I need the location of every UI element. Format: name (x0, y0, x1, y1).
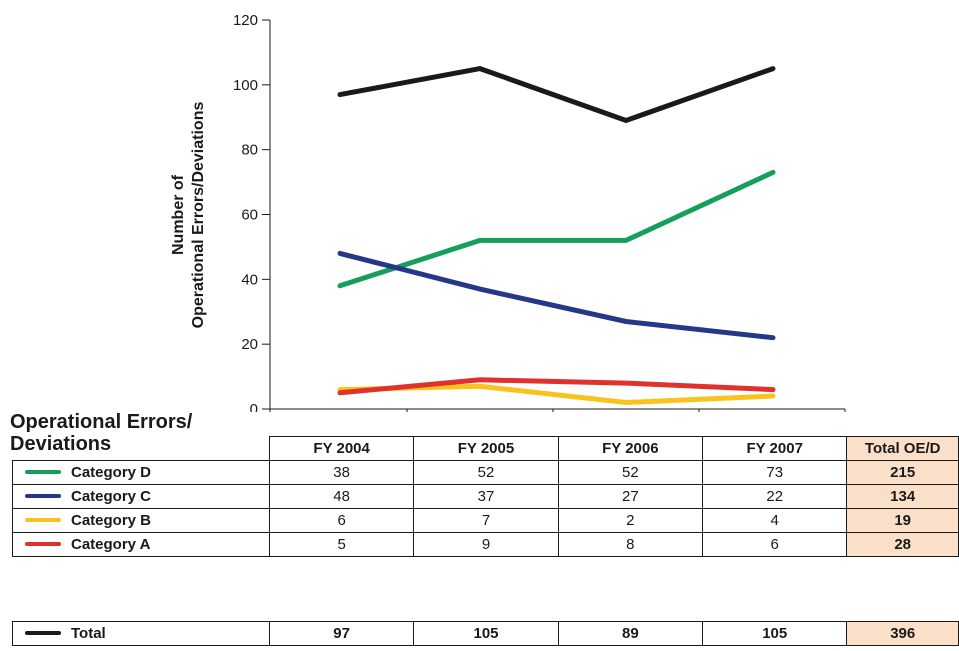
cell-value: 7 (413, 508, 559, 533)
cell-value: 52 (557, 460, 704, 485)
legend-swatch-total (25, 631, 61, 636)
series-lines (337, 66, 776, 406)
row-label-cell: Total (12, 621, 270, 646)
cell-value: 38 (268, 460, 415, 485)
cell-total: 396 (846, 621, 959, 646)
cell-value: 105 (413, 621, 559, 646)
cell-value: 73 (702, 460, 848, 485)
row-label-cell: Category B (12, 508, 270, 533)
cell-value: 105 (702, 621, 848, 646)
chart-axes: 0 20 40 60 80 100 120 (233, 12, 846, 412)
total-table: Total 97 105 89 105 396 (12, 621, 959, 646)
cell-value: 6 (702, 532, 848, 557)
cell-value: 48 (268, 484, 415, 509)
row-label: Category A (71, 536, 151, 553)
y-axis-label-line-1: Number of (170, 174, 187, 255)
table-title: Operational Errors/ Deviations (10, 411, 260, 455)
y-tick-label: 60 (241, 207, 258, 224)
cell-value: 22 (702, 484, 848, 509)
cell-value: 4 (702, 508, 848, 533)
table-title-line-1: Operational Errors/ (10, 411, 193, 433)
legend-swatch-category-b (25, 518, 61, 523)
cell-value: 2 (557, 508, 704, 533)
header-fy2004: FY 2004 (268, 436, 415, 461)
y-tick-label: 20 (241, 336, 258, 353)
row-label: Category B (71, 512, 152, 529)
cell-total: 28 (846, 532, 959, 557)
cell-value: 52 (413, 460, 559, 485)
header-fy2007: FY 2007 (702, 436, 848, 461)
y-tick-label: 80 (241, 142, 258, 159)
series-line-category-a (337, 377, 776, 396)
header-fy2005: FY 2005 (413, 436, 559, 461)
y-tick-label: 40 (241, 271, 258, 288)
row-label-cell: Category D (12, 460, 270, 485)
row-label: Total (71, 625, 106, 642)
table-row-category-d: Category D 38 52 52 73 215 (12, 460, 959, 485)
series-line-category-d (337, 169, 776, 289)
cell-value: 6 (268, 508, 415, 533)
y-tick-label: 100 (233, 77, 258, 94)
table-title-line-2: Deviations (10, 433, 112, 455)
cell-total: 19 (846, 508, 959, 533)
row-label-cell: Category C (12, 484, 270, 509)
cell-value: 97 (268, 621, 415, 646)
line-chart: 0 20 40 60 80 100 120 Number of Operational Er… (170, 12, 846, 412)
cell-value: 89 (557, 621, 704, 646)
data-table: FY 2004 FY 2005 FY 2006 FY 2007 Total OE… (12, 436, 959, 557)
cell-total: 134 (846, 484, 959, 509)
table-header-blank (13, 437, 270, 461)
table-row-category-b: Category B 6 7 2 4 19 (12, 508, 959, 533)
cell-total: 215 (846, 460, 959, 485)
legend-swatch-category-d (25, 470, 61, 475)
table-row-category-a: Category A 5 9 8 6 28 (12, 532, 959, 557)
row-label-cell: Category A (12, 532, 270, 557)
cell-value: 5 (268, 532, 415, 557)
y-tick-label: 0 (250, 401, 258, 412)
y-tick-label: 120 (233, 12, 258, 29)
table-row-total: Total 97 105 89 105 396 (12, 621, 959, 646)
legend-swatch-category-a (25, 542, 61, 547)
row-label: Category D (71, 464, 152, 481)
row-label: Category C (71, 488, 152, 505)
series-line-category-c (337, 250, 776, 341)
y-axis-label-line-2: Operational Errors/Deviations (190, 102, 207, 329)
cell-value: 37 (413, 484, 559, 509)
cell-value: 9 (413, 532, 559, 557)
cell-value: 27 (557, 484, 704, 509)
header-total: Total OE/D (846, 436, 959, 461)
series-line-total (337, 66, 776, 124)
table-header-row: FY 2004 FY 2005 FY 2006 FY 2007 Total OE… (13, 436, 959, 461)
legend-swatch-category-c (25, 494, 61, 499)
header-fy2006: FY 2006 (557, 436, 704, 461)
cell-value: 8 (557, 532, 704, 557)
table-row-category-c: Category C 48 37 27 22 134 (12, 484, 959, 509)
